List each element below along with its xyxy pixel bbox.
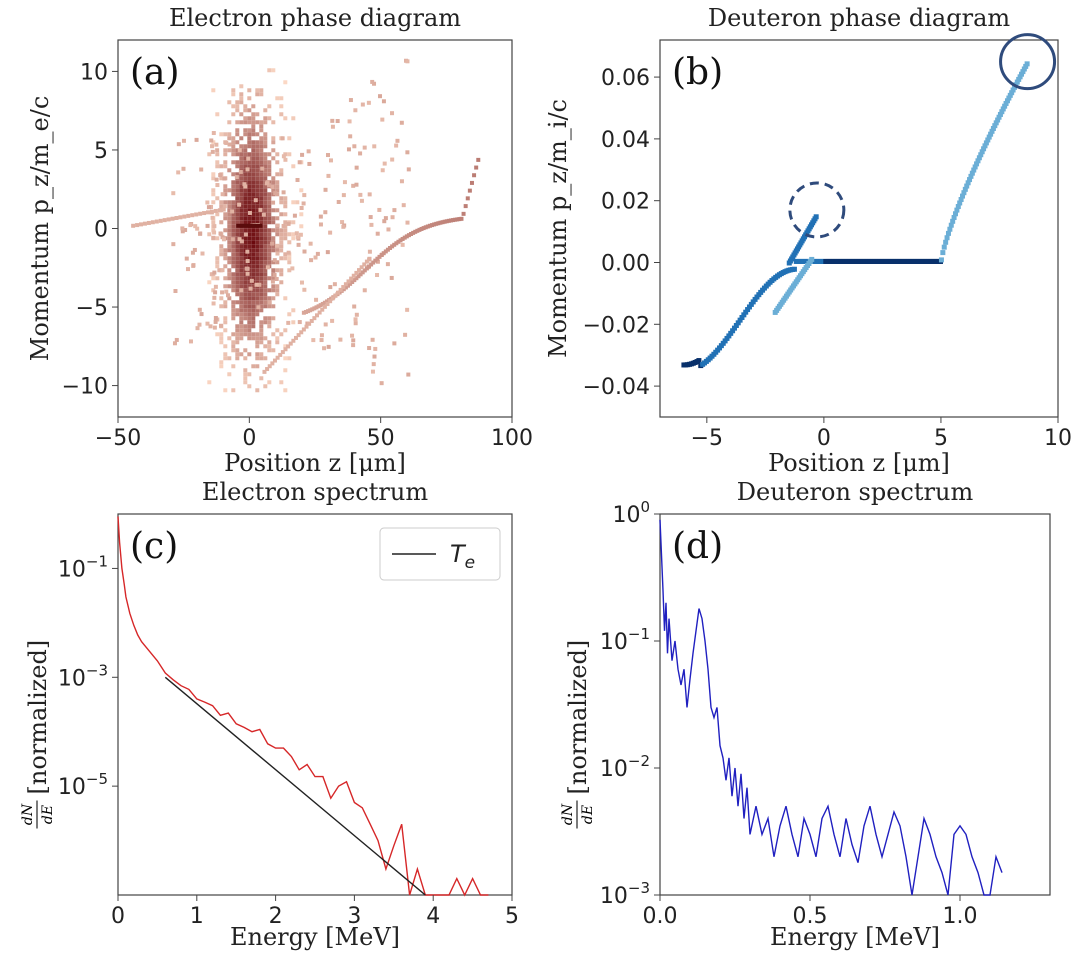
legend-label-c: Te: [450, 540, 475, 573]
ytick-a-2: 0: [94, 218, 108, 243]
xtick-b-0: −5: [691, 426, 723, 451]
core-a: [236, 223, 263, 228]
xtick-b-1: 0: [817, 426, 831, 451]
ytick-c-0: 10−1: [58, 552, 108, 582]
ytick-b-2: 0.02: [601, 190, 650, 215]
axes-a-frame: [117, 39, 513, 418]
ytick-b-3: 0.00: [601, 251, 650, 276]
ytick-d-3: 10−3: [600, 879, 650, 909]
xtick-c-0: 0: [111, 904, 125, 929]
series-d-0: [659, 519, 1003, 896]
xtick-b-3: 10: [1044, 426, 1072, 451]
xtick-d-0: 0.0: [643, 904, 678, 929]
ytick-b-1: 0.04: [601, 128, 650, 153]
ytick-d-0: 100: [612, 498, 650, 528]
chart-title-a: Electron phase diagram: [169, 4, 461, 32]
panel-label-c: (c): [130, 526, 178, 567]
svg-text:[normalized]: [normalized]: [564, 640, 592, 795]
series-c-1: [164, 676, 426, 896]
ytick-a-1: 5: [94, 139, 108, 164]
xlabel-d: Energy [MeV]: [770, 923, 940, 951]
ytick-a-0: 10: [80, 60, 108, 85]
ytick-a-4: −10: [62, 375, 108, 400]
ytick-a-3: −5: [76, 296, 108, 321]
ytick-c-1: 10−3: [58, 661, 108, 691]
annotation-circle-1: [788, 181, 846, 239]
ytick-b-5: −0.04: [583, 375, 650, 400]
xtick-a-1: 0: [242, 426, 256, 451]
xtick-c-4: 4: [426, 904, 440, 929]
ytick-b-4: −0.02: [583, 313, 650, 338]
svg-text:dN: dN: [560, 803, 576, 825]
xtick-a-2: 50: [367, 426, 395, 451]
series-c-0: [117, 516, 489, 897]
xtick-c-2: 2: [269, 904, 283, 929]
chart-title-c: Electron spectrum: [202, 478, 428, 506]
xtick-d-2: 1.0: [943, 904, 978, 929]
panel-label-a: (a): [130, 52, 180, 93]
xtick-a-0: −50: [95, 426, 141, 451]
axes-c-frame: [117, 513, 513, 896]
xlabel-a: Position z [μm]: [224, 449, 406, 477]
legend-c: [379, 527, 501, 581]
ylabel-c: dN dE [normalized]: [20, 640, 56, 829]
svg-text:dE: dE: [580, 805, 596, 824]
xlabel-b: Position z [μm]: [768, 449, 950, 477]
xlabel-c: Energy [MeV]: [230, 923, 400, 951]
heatmap-a: [131, 58, 481, 393]
chart-title-b: Deuteron phase diagram: [708, 4, 1011, 32]
heatmap-b: [681, 61, 1030, 369]
xtick-d-1: 0.5: [793, 904, 828, 929]
svg-text:dE: dE: [40, 805, 56, 824]
annotation-circle-0: [999, 33, 1057, 91]
panel-label-b: (b): [672, 52, 723, 93]
panel-label-d: (d): [672, 526, 723, 567]
ytick-d-1: 10−1: [600, 625, 650, 655]
chart-title-d: Deuteron spectrum: [737, 478, 974, 506]
svg-text:dN: dN: [20, 803, 36, 825]
xtick-a-3: 100: [491, 426, 533, 451]
ylabel-b: Momentum p_z/m_i/c: [544, 99, 572, 358]
ylabel-a: Momentum p_z/m_e/c: [26, 96, 54, 362]
ylabel-d: dN dE [normalized]: [560, 640, 596, 829]
xtick-b-2: 5: [934, 426, 948, 451]
axes-b-frame: [659, 39, 1059, 418]
ytick-c-2: 10−5: [58, 770, 108, 800]
ytick-b-0: 0.06: [601, 66, 650, 91]
xtick-c-5: 5: [505, 904, 519, 929]
svg-text:[normalized]: [normalized]: [24, 640, 52, 795]
axes-d-frame: [659, 513, 1051, 896]
xtick-c-1: 1: [190, 904, 204, 929]
xtick-c-3: 3: [347, 904, 361, 929]
ytick-d-2: 10−2: [600, 752, 650, 782]
